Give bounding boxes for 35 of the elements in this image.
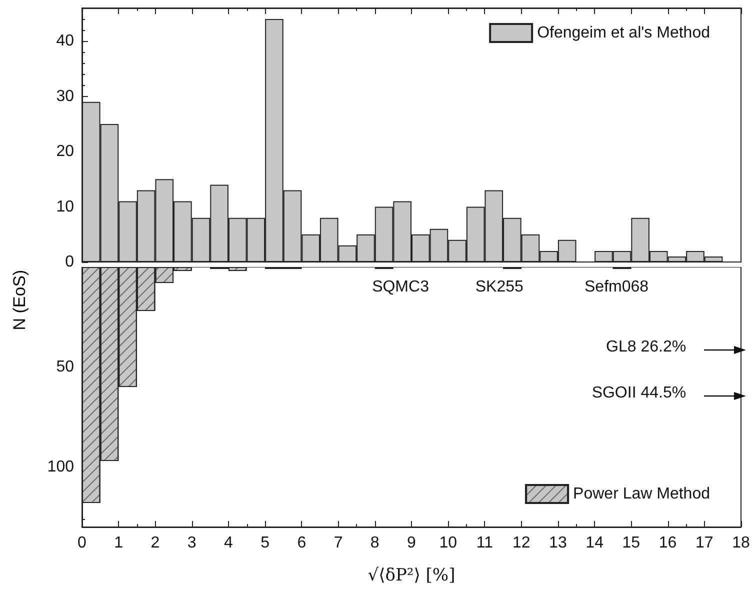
x-tick-label: 3 xyxy=(187,534,196,552)
x-tick-label: 14 xyxy=(586,534,604,552)
x-tick-label: 11 xyxy=(476,534,494,552)
x-tick-label: 1 xyxy=(114,534,124,552)
x-tick-label: 12 xyxy=(512,534,530,552)
x-tick-label: 8 xyxy=(370,534,380,552)
annotation: SK255 xyxy=(475,278,524,296)
annotation: GL8 26.2% xyxy=(606,338,686,356)
y-tick-label: 0 xyxy=(65,254,74,270)
x-tick-label: 9 xyxy=(407,534,416,552)
y-tick-label: 20 xyxy=(56,143,74,160)
y-tick-label: 10 xyxy=(56,198,74,216)
x-tick-label: 6 xyxy=(297,534,306,552)
x-tick-label: 13 xyxy=(549,534,567,552)
x-tick-label: 18 xyxy=(732,534,750,552)
x-axis-title: √⟨δP²⟩ [%] xyxy=(368,566,456,586)
x-tick-label: 5 xyxy=(260,534,270,552)
y-tick-label: 30 xyxy=(56,88,74,105)
x-tick-label: 16 xyxy=(658,534,677,552)
annotation: SQMC3 xyxy=(372,278,430,296)
x-tick-label: 2 xyxy=(150,534,160,552)
x-tick-label: 10 xyxy=(439,534,458,552)
x-tick-label: 0 xyxy=(78,534,87,552)
legend-label: Power Law Method xyxy=(573,486,710,502)
annotation: SGOII 44.5% xyxy=(592,384,686,402)
legend-label: Ofengeim et al's Method xyxy=(537,24,710,42)
y-axis-title: N (EoS) xyxy=(10,270,30,330)
x-tick-label: 15 xyxy=(622,534,640,552)
y-tick-label: 40 xyxy=(56,32,74,50)
annotation: Sefm068 xyxy=(584,278,649,296)
x-tick-label: 17 xyxy=(695,534,714,552)
y-tick-label: 100 xyxy=(47,458,74,476)
x-tick-label: 4 xyxy=(224,534,233,552)
x-tick-label: 7 xyxy=(334,534,343,552)
y-tick-label: 50 xyxy=(56,358,74,376)
